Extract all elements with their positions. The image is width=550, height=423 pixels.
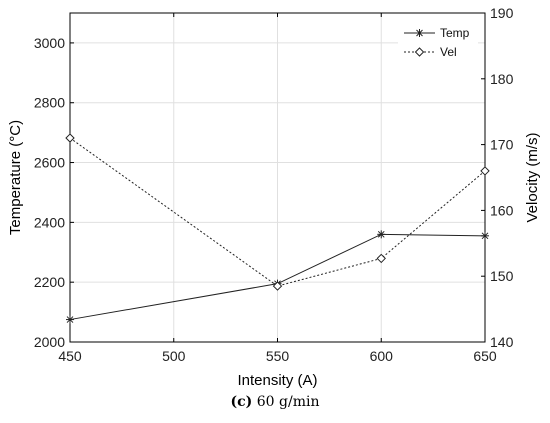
right-axis-ticks: 140 150 160 170 180 190 [481, 5, 514, 350]
legend-temp-label: Temp [440, 26, 470, 40]
legend-vel-marker [414, 47, 425, 57]
right-tick-label: 140 [490, 334, 514, 350]
left-tick-label: 2800 [34, 95, 65, 111]
right-tick-label: 180 [490, 71, 514, 87]
right-axis-label: Velocity (m/s) [524, 132, 541, 222]
x-tick-label: 500 [162, 348, 186, 364]
legend-vel-label: Vel [440, 45, 457, 59]
left-tick-label: 3000 [34, 35, 65, 51]
left-axis-ticks: 2000 2200 2400 2600 2800 3000 [34, 35, 74, 350]
legend-vel-diamond [414, 47, 425, 57]
left-tick-label: 2200 [34, 274, 65, 290]
left-axis-label: Temperature (°C) [7, 120, 24, 235]
left-tick-label: 2400 [34, 214, 65, 230]
vel-data-point [376, 253, 386, 264]
legend-temp-asterisk [415, 29, 424, 37]
caption-text: 60 g/min [256, 394, 320, 410]
legend-box [398, 22, 478, 64]
figure-caption: (c) 60 g/min [0, 394, 550, 410]
right-tick-label: 190 [490, 5, 514, 21]
x-tick-label: 650 [473, 348, 497, 364]
left-tick-label: 2600 [34, 155, 65, 171]
x-tick-label: 600 [370, 348, 394, 364]
vel-data-point [272, 281, 283, 291]
caption-label: (c) [230, 394, 253, 410]
temp-data-point [377, 230, 386, 239]
temp-data-point [66, 315, 74, 324]
vel-data-point [480, 166, 490, 176]
right-tick-label: 160 [490, 202, 514, 218]
vel-series-line [69, 137, 486, 287]
vel-data-point [65, 133, 75, 143]
temp-data-point [481, 231, 489, 240]
right-tick-label: 150 [490, 268, 514, 284]
x-axis-label: Intensity (A) [237, 372, 317, 389]
x-tick-label: 550 [266, 348, 290, 364]
legend-temp-marker [415, 29, 424, 37]
left-tick-label: 2000 [34, 334, 65, 350]
right-tick-label: 170 [490, 137, 514, 153]
x-tick-label: 450 [58, 348, 82, 364]
legend: Temp Vel [398, 22, 478, 64]
series-layer [65, 133, 490, 324]
x-axis-ticks: 450 500 550 600 650 [58, 13, 497, 364]
temp-series-line [69, 233, 486, 321]
